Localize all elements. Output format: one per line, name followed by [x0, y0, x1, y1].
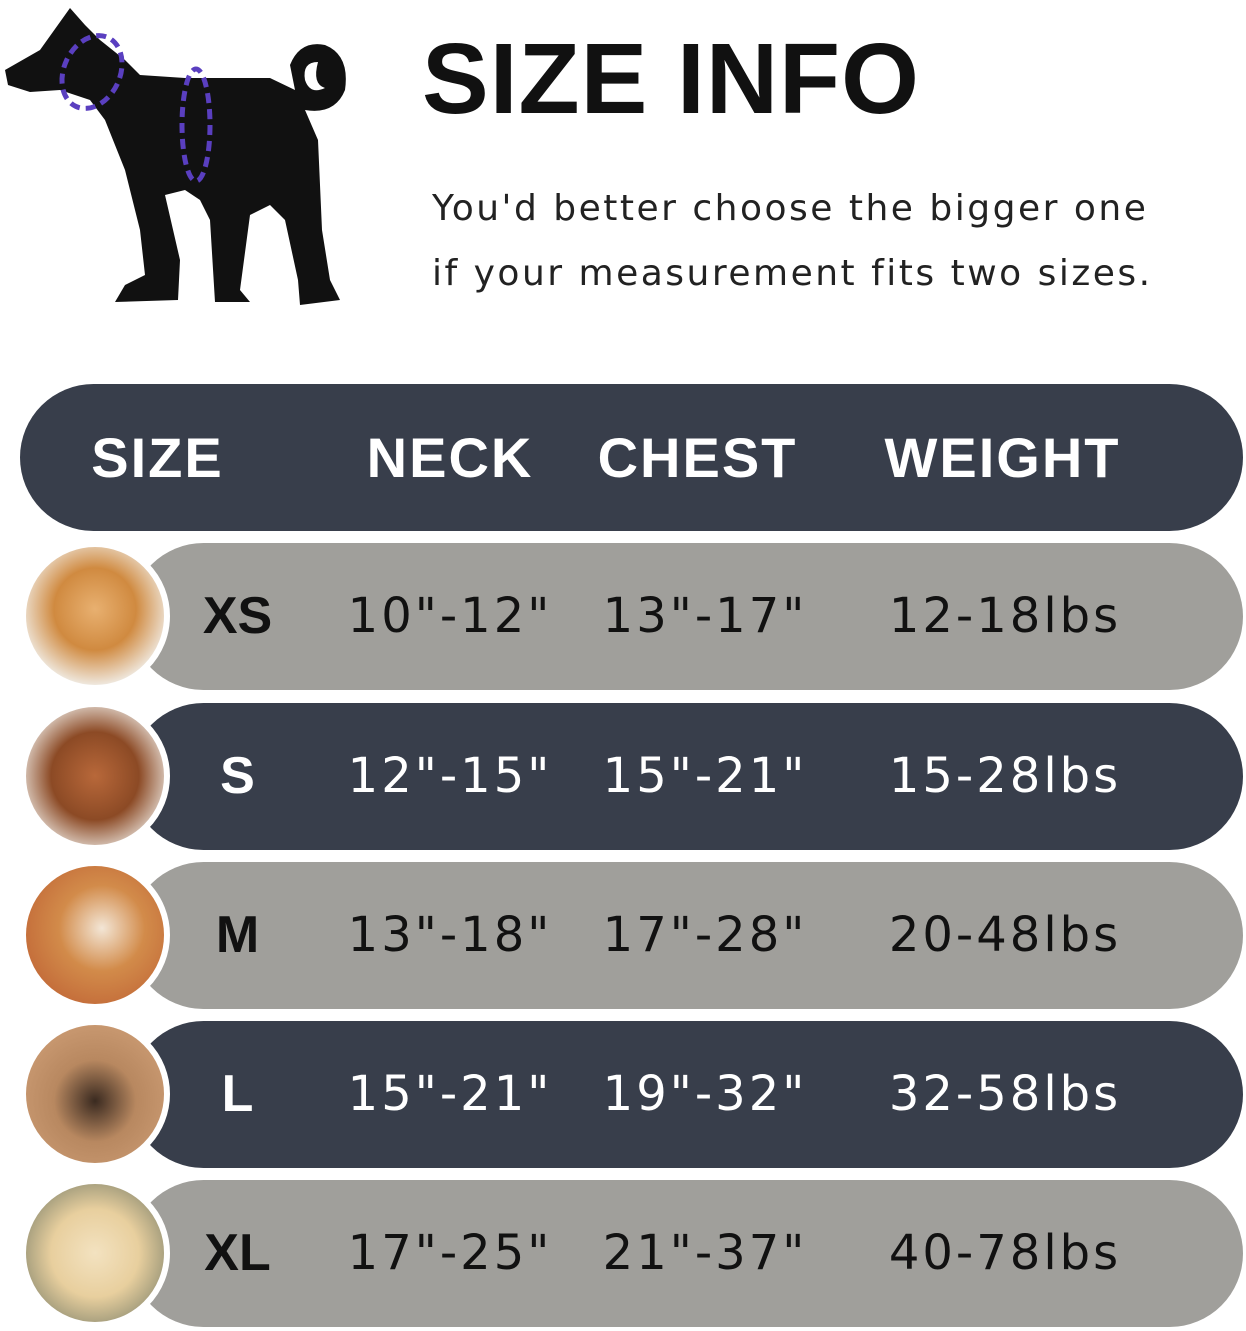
- neck-cell: 15"-21": [347, 1066, 553, 1122]
- neck-cell: 12"-15": [347, 748, 553, 804]
- size-cell: XL: [204, 1224, 271, 1282]
- chest-cell: 15"-21": [602, 748, 808, 804]
- table-row: XL 17"-25" 21"-37" 40-78lbs: [130, 1180, 1243, 1327]
- neck-cell: 10"-12": [347, 588, 553, 644]
- neck-cell: 17"-25": [347, 1225, 553, 1281]
- neck-cell: 13"-18": [347, 907, 553, 963]
- weight-cell: 15-28lbs: [888, 748, 1122, 804]
- poodle-photo: [20, 701, 170, 851]
- subtitle-line-1: You'd better choose the bigger one: [432, 188, 1149, 229]
- table-row: L 15"-21" 19"-32" 32-58lbs: [130, 1021, 1243, 1168]
- chest-cell: 17"-28": [602, 907, 808, 963]
- table-row: S 12"-15" 15"-21" 15-28lbs: [130, 703, 1243, 850]
- shiba-inu-photo: [20, 860, 170, 1010]
- weight-cell: 32-58lbs: [888, 1066, 1122, 1122]
- weight-cell: 40-78lbs: [888, 1225, 1122, 1281]
- size-cell: M: [215, 906, 260, 964]
- weight-cell: 12-18lbs: [888, 588, 1122, 644]
- subtitle-line-2: if your measurement fits two sizes.: [432, 253, 1153, 294]
- header-weight: WEIGHT: [884, 426, 1121, 489]
- size-cell: S: [220, 747, 255, 805]
- header-size: SIZE: [91, 426, 224, 489]
- size-cell: L: [221, 1065, 254, 1123]
- size-cell: XS: [202, 587, 273, 645]
- labrador-photo: [20, 1178, 170, 1328]
- header-chest: CHEST: [597, 426, 798, 489]
- page-title: SIZE INFO: [422, 23, 920, 135]
- header-neck: NECK: [366, 426, 534, 489]
- chest-cell: 13"-17": [602, 588, 808, 644]
- chest-cell: 21"-37": [602, 1225, 808, 1281]
- weight-cell: 20-48lbs: [888, 907, 1122, 963]
- table-header: SIZE NECK CHEST WEIGHT: [20, 384, 1243, 531]
- dog-silhouette-measurement-icon: [5, 8, 346, 305]
- table-row: M 13"-18" 17"-28" 20-48lbs: [130, 862, 1243, 1009]
- chest-cell: 19"-32": [602, 1066, 808, 1122]
- pomeranian-photo: [20, 541, 170, 691]
- table-row: XS 10"-12" 13"-17" 12-18lbs: [130, 543, 1243, 690]
- french-bulldog-photo: [20, 1019, 170, 1169]
